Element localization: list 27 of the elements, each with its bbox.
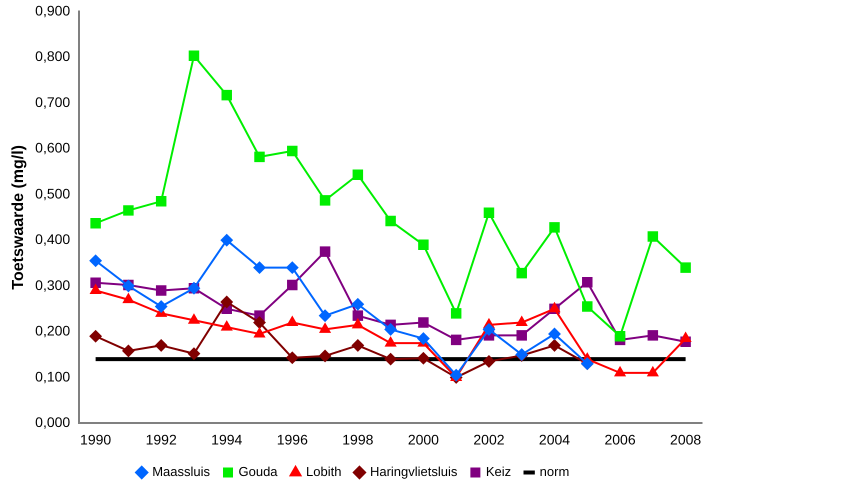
legend-label: norm: [540, 464, 570, 480]
legend-label: Keiz: [486, 464, 512, 480]
x-tick-label: 2004: [538, 431, 570, 448]
y-tick-label: 0,600: [35, 140, 70, 156]
x-tick-label: 1998: [342, 431, 374, 448]
y-tick-label: 0,100: [35, 368, 70, 384]
y-tick-label: 0,200: [35, 322, 70, 339]
y-tick-label: 0,000: [35, 414, 70, 430]
x-tick-label: 1994: [211, 431, 243, 448]
y-tick-label: 0,500: [35, 185, 70, 202]
x-tick-label: 2000: [408, 431, 440, 448]
x-tick-label: 1990: [80, 431, 112, 448]
y-tick-label: 0,400: [35, 231, 70, 248]
x-tick-label: 2008: [670, 431, 702, 448]
legend-label: Lobith: [306, 464, 342, 480]
y-axis-title: Toetswaarde (mg/l): [10, 144, 28, 290]
x-tick-label: 1996: [276, 431, 308, 448]
x-tick-label: 2002: [473, 431, 505, 448]
legend-label: Maassluis: [152, 464, 211, 480]
y-tick-label: 0,800: [35, 48, 70, 64]
x-tick-label: 1992: [146, 431, 177, 448]
x-tick-label: 2006: [604, 431, 636, 448]
y-tick-label: 0,300: [35, 276, 70, 293]
y-tick-label: 0,900: [35, 2, 70, 18]
y-tick-label: 0,700: [35, 94, 70, 110]
legend-label: Gouda: [238, 464, 278, 480]
legend-label: Haringvlietsluis: [370, 464, 458, 480]
